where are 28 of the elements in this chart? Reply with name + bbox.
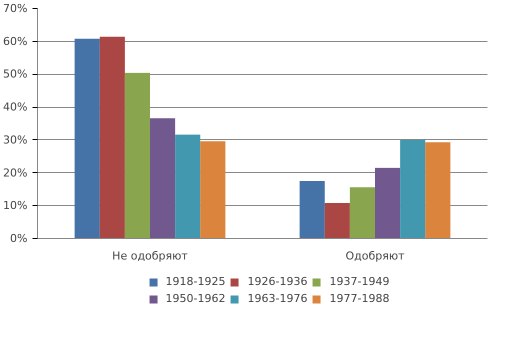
- y-tick-label: 50%: [3, 68, 28, 81]
- bar: [74, 38, 100, 238]
- legend-label: 1963-1976: [248, 292, 308, 305]
- y-tick-label: 10%: [3, 199, 28, 212]
- y-tick-label: 60%: [3, 34, 28, 48]
- y-tick-label: 20%: [3, 166, 28, 180]
- bar: [300, 181, 325, 238]
- bar: [400, 140, 426, 238]
- y-tick-label: 0%: [10, 232, 28, 245]
- bar: [375, 168, 400, 238]
- y-tick-label: 40%: [3, 100, 28, 114]
- x-tick-label: Одобряют: [345, 250, 406, 262]
- legend-label: 1926-1936: [248, 275, 308, 288]
- bar: [175, 134, 200, 238]
- bar: [100, 36, 125, 238]
- y-tick-label: 70%: [3, 2, 28, 15]
- bar: [350, 187, 375, 238]
- bar: [425, 142, 450, 238]
- legend-label: 1937-1949: [329, 275, 390, 288]
- bar: [124, 72, 150, 238]
- legend-label: 1918-1925: [166, 275, 226, 288]
- legend-label: 1977-1988: [329, 292, 390, 305]
- bar: [150, 118, 176, 238]
- bar: [200, 141, 226, 238]
- y-tick-label: 30%: [3, 133, 28, 146]
- x-tick-label: Не одобряют: [112, 250, 188, 262]
- legend-label: 1950-1962: [166, 292, 226, 305]
- bar: [324, 203, 350, 238]
